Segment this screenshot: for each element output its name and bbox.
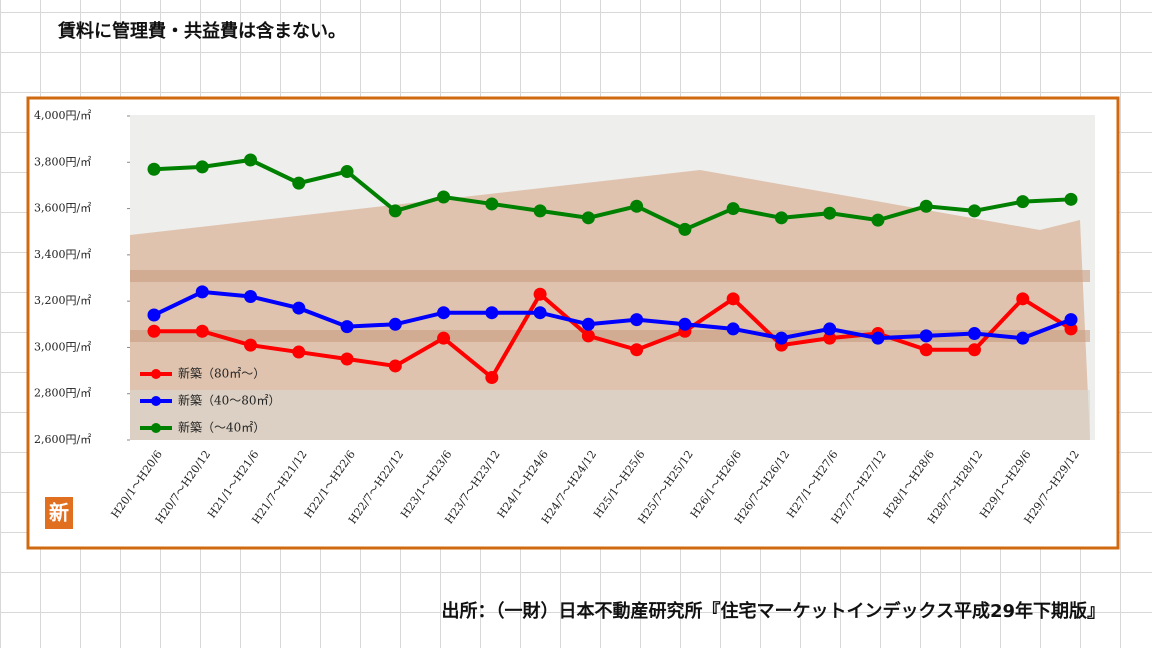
point (388, 359, 402, 373)
point (726, 202, 740, 216)
point (147, 308, 161, 322)
point (485, 197, 499, 211)
point (630, 199, 644, 213)
point (244, 153, 258, 167)
point (1016, 195, 1030, 209)
y-tick-label: 3,000円/㎡ (34, 340, 91, 353)
point (1064, 192, 1078, 206)
point (823, 331, 837, 345)
point (195, 324, 209, 338)
point (1016, 331, 1030, 345)
point (630, 313, 644, 327)
point (533, 287, 547, 301)
point (437, 306, 451, 320)
point (1016, 292, 1030, 306)
point (581, 211, 595, 225)
point (774, 211, 788, 225)
point (388, 204, 402, 218)
point (340, 165, 354, 179)
point (340, 320, 354, 334)
point (967, 204, 981, 218)
point (533, 204, 547, 218)
point (726, 322, 740, 336)
point (244, 338, 258, 352)
point (244, 290, 258, 304)
note: 賃料に管理費・共益費は含まない。 (57, 20, 346, 42)
badge: 新 (49, 501, 69, 525)
point (919, 199, 933, 213)
series-line (154, 291, 1073, 381)
point (292, 176, 306, 190)
point (147, 162, 161, 176)
point (485, 306, 499, 320)
point (195, 160, 209, 174)
point (388, 317, 402, 331)
point (292, 301, 306, 315)
point (726, 292, 740, 306)
y-tick-label: 2,600円/㎡ (34, 433, 91, 446)
point (147, 324, 161, 338)
point (630, 343, 644, 357)
point (967, 327, 981, 341)
legend-marker (151, 369, 161, 379)
point (823, 206, 837, 220)
series-line (153, 289, 1072, 341)
point (533, 306, 547, 320)
badge-box (45, 497, 73, 529)
point (485, 371, 499, 385)
point (919, 329, 933, 343)
point (919, 343, 933, 357)
legend-marker (151, 423, 161, 433)
point (437, 331, 451, 345)
point (195, 285, 209, 299)
y-tick-label: 2,800円/㎡ (34, 387, 91, 400)
point (678, 317, 692, 331)
point (340, 352, 354, 366)
y-tick-label: 3,800円/㎡ (34, 155, 91, 168)
legend-label: 新築（40～80㎡） (178, 393, 281, 408)
legend-label: 新築（～40㎡） (178, 420, 265, 435)
point (1064, 313, 1078, 327)
point (581, 317, 595, 331)
point (437, 190, 451, 204)
series-line (153, 157, 1072, 232)
point (581, 329, 595, 343)
y-tick-label: 3,600円/㎡ (34, 202, 91, 215)
point (967, 343, 981, 357)
point (292, 345, 306, 359)
point (1064, 322, 1078, 336)
legend-label: 新築（80㎡～） (178, 366, 265, 381)
y-tick-label: 4,000円/㎡ (34, 109, 91, 122)
point (678, 222, 692, 236)
point (823, 322, 837, 336)
point (871, 331, 885, 345)
y-tick-label: 3,200円/㎡ (34, 294, 91, 307)
legend-marker (151, 396, 161, 406)
source: 出所：（一財）日本不動産研究所『住宅マーケットインデックス平成29年下期版』 (441, 600, 1105, 622)
y-tick-label: 3,400円/㎡ (34, 248, 91, 261)
point (774, 331, 788, 345)
background-photo (130, 115, 1095, 440)
point (871, 213, 885, 227)
